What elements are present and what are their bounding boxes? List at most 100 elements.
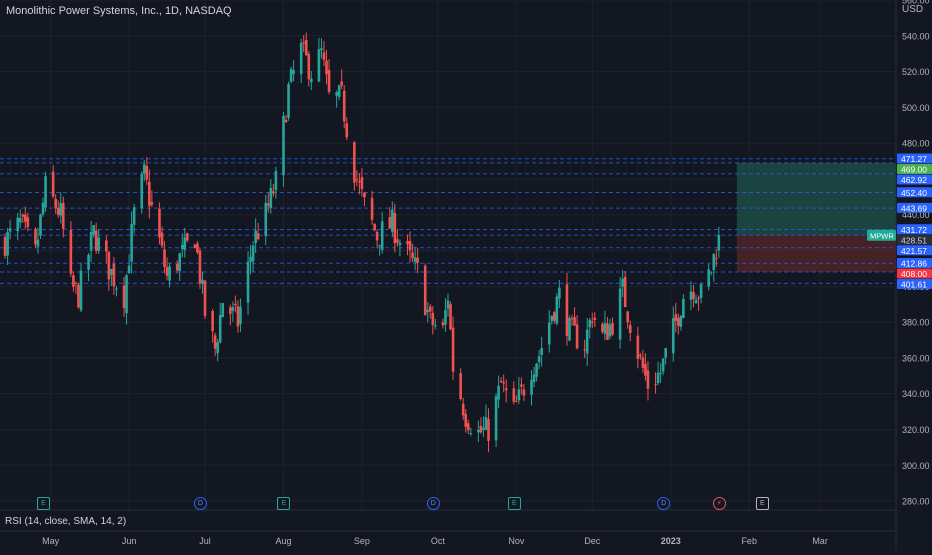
time-tick-label: Nov <box>508 536 525 546</box>
price-badge-red <box>897 268 932 279</box>
price-tick-label: 540.00 <box>902 31 930 41</box>
candle-body <box>115 288 118 290</box>
candle-body <box>72 275 75 287</box>
candle-body <box>59 203 63 216</box>
price-badge-blue <box>897 202 932 213</box>
candle-body <box>671 318 675 354</box>
candle-body <box>274 171 278 191</box>
candle-body <box>575 324 579 349</box>
candle-body <box>446 300 450 309</box>
event-split-marker[interactable]: ⚡ <box>712 497 726 510</box>
candle-body <box>130 223 133 262</box>
candle-body <box>517 389 521 401</box>
candle-body <box>16 217 20 232</box>
candlesticks <box>3 32 721 453</box>
candle-body <box>568 318 571 341</box>
candle-body <box>636 335 640 359</box>
candle-body <box>370 197 374 220</box>
candle-body <box>611 323 614 335</box>
candle-body <box>54 198 57 209</box>
candle-body <box>284 119 288 123</box>
candle-body <box>692 292 695 300</box>
candle-body <box>322 52 326 60</box>
candle-body <box>583 349 586 351</box>
candle-body <box>590 321 594 323</box>
candle-body <box>502 382 505 384</box>
symbol-tag-label: MPWR <box>870 231 894 240</box>
candle-body <box>679 315 683 327</box>
candle-body <box>158 208 161 238</box>
price-badge-blue <box>897 153 932 164</box>
candle-body <box>287 83 290 119</box>
candle-body <box>327 69 331 92</box>
price-badge-label: 421.57 <box>901 246 927 256</box>
candle-body <box>266 203 270 206</box>
candle-body <box>272 191 275 194</box>
candle-body <box>39 214 42 236</box>
candle-body <box>178 253 182 272</box>
price-badge-blue <box>897 258 932 269</box>
symbol-title[interactable]: Monolithic Power Systems, Inc., 1D, NASD… <box>6 5 232 17</box>
time-tick-label: Sep <box>354 536 370 546</box>
price-tick-label: 480.00 <box>902 139 930 149</box>
candle-body <box>674 314 678 321</box>
candle-body <box>97 237 101 251</box>
candle-body <box>320 48 323 51</box>
event-earnings-marker[interactable]: E <box>37 497 51 510</box>
candle-body <box>360 177 364 190</box>
candle-body <box>606 323 609 340</box>
candle-body <box>532 374 536 382</box>
candle-body <box>299 42 303 75</box>
candle-body <box>231 307 235 312</box>
candle-body <box>451 327 455 372</box>
event-dividend-marker[interactable]: D <box>193 497 207 510</box>
candle-body <box>707 269 711 287</box>
candle-body <box>677 318 680 326</box>
candle-body <box>535 363 538 377</box>
candle-body <box>603 323 607 334</box>
candle-body <box>654 383 657 385</box>
price-tick-label: 520.00 <box>902 67 930 77</box>
rsi-indicator-label[interactable]: RSI (14, close, SMA, 14, 2) <box>5 516 127 527</box>
price-badge-label: 408.00 <box>901 269 927 279</box>
symbol-tag <box>867 229 896 241</box>
candle-body <box>6 232 9 256</box>
price-badge-label: 471.27 <box>901 154 927 164</box>
candle-body <box>168 266 171 281</box>
candle-body <box>530 379 533 395</box>
candle-body <box>36 239 40 247</box>
candle-body <box>61 202 65 229</box>
candle-body <box>482 427 485 430</box>
candle-body <box>282 115 285 176</box>
event-dividend-marker[interactable]: D <box>657 497 671 510</box>
event-dividend-marker[interactable]: D <box>426 497 440 510</box>
candle-body <box>317 49 321 82</box>
event-earnings-marker[interactable]: E <box>507 497 521 510</box>
candle-body <box>335 92 338 96</box>
price-badge-blue <box>897 279 932 290</box>
price-badge-blue <box>897 224 932 235</box>
candle-body <box>160 232 164 246</box>
candle-body <box>269 187 273 209</box>
candle-body <box>140 174 144 209</box>
candle-body <box>388 217 392 229</box>
candle-body <box>428 306 432 312</box>
event-earnings-marker[interactable]: E <box>277 497 291 510</box>
candle-body <box>573 317 576 326</box>
time-axis[interactable]: May Jun Jul Aug Sep Oct Nov Dec 2023 Feb Mar <box>42 536 828 546</box>
candle-body <box>608 324 612 337</box>
candle-body <box>56 208 60 216</box>
candle-body <box>216 342 219 354</box>
event-earnings-future-marker[interactable]: E <box>755 497 769 510</box>
candle-body <box>24 214 27 222</box>
candle-body <box>34 228 37 245</box>
candle-body <box>621 278 624 287</box>
candle-body <box>570 318 574 320</box>
candle-body <box>479 426 483 433</box>
candle-body <box>487 419 490 441</box>
candle-body <box>515 400 518 402</box>
candle-body <box>213 335 217 349</box>
candle-body <box>198 250 202 284</box>
